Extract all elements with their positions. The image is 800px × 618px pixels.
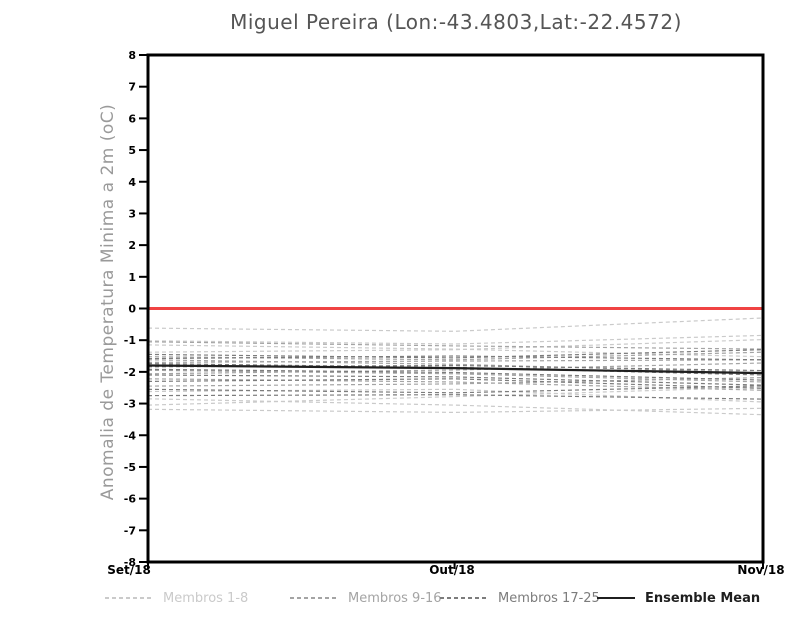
y-tick-label: 6 (128, 112, 136, 125)
x-tick-label-out18: Out/18 (429, 563, 475, 577)
legend-item-membros-1-8: Membros 1-8 (105, 589, 248, 607)
ensemble-mean-line (147, 364, 764, 375)
y-tick-label: 2 (128, 239, 136, 252)
y-axis-title: Anomalia de Temperatura Minima a 2m (oC) (98, 103, 118, 501)
y-tick-label: -1 (124, 334, 136, 347)
ensemble-member-line (147, 349, 764, 359)
ensemble-member-line (147, 334, 764, 345)
y-tick-label: -7 (124, 524, 136, 537)
ensemble-member-line (147, 359, 764, 363)
y-tick-label: 7 (128, 81, 136, 94)
dashed-line-sample (105, 597, 153, 599)
y-tick-label: -3 (124, 398, 136, 411)
legend-label: Ensemble Mean (645, 590, 761, 606)
y-tick-label: 3 (128, 207, 136, 220)
ensemble-member-line (147, 355, 764, 361)
ensemble-member-line (147, 341, 764, 350)
ensemble-member-line (147, 377, 764, 387)
ensemble-member-line (147, 351, 764, 361)
y-tick-label: -6 (124, 493, 137, 506)
ensemble-member-line (147, 362, 764, 375)
ensemble-member-line (147, 368, 764, 381)
legend-item-membros-17-25: Membros 17-25 (440, 589, 600, 607)
x-tick-label-set18: Set/18 (107, 563, 151, 577)
ensemble-member-line (147, 359, 764, 374)
ensemble-member-line (147, 364, 764, 372)
ensemble-member-line (147, 339, 764, 353)
ensemble-member-line (147, 317, 764, 332)
legend-label: Membros 1-8 (163, 590, 249, 606)
y-tick-label: -2 (124, 366, 136, 379)
y-tick-label: 8 (128, 49, 136, 62)
ensemble-member-line (147, 374, 764, 386)
y-tick-label: -5 (124, 461, 136, 474)
ensemble-member-line (147, 386, 764, 406)
solid-line-sample (597, 597, 635, 599)
plot-frame (146, 53, 765, 564)
y-tick-label: -4 (124, 429, 137, 442)
ensemble-member-line (147, 385, 764, 394)
y-tick-label: 4 (128, 176, 136, 189)
legend-item-membros-9-16: Membros 9-16 (290, 589, 442, 607)
x-tick-label-nov18: Nov/18 (737, 563, 785, 577)
legend-label: Membros 17-25 (498, 590, 600, 606)
chart-title: Miguel Pereira (Lon:-43.4803,Lat:-22.457… (230, 10, 682, 34)
y-tick-label: -8 (124, 556, 136, 569)
y-tick-label: 0 (128, 303, 136, 316)
y-tick-label: 1 (128, 271, 136, 284)
legend-item-ensemble-mean: Ensemble Mean (597, 589, 760, 607)
legend: Membros 1-8 Membros 9-16 Membros 17-25 E… (0, 589, 800, 611)
ensemble-member-line (147, 407, 764, 414)
ensemble-member-line (147, 378, 764, 389)
y-tick-label: 5 (128, 144, 136, 157)
ensemble-member-line (147, 398, 764, 416)
legend-label: Membros 9-16 (348, 590, 442, 606)
dashed-line-sample (440, 597, 488, 599)
ensemble-member-line (147, 394, 764, 400)
dashed-line-sample (290, 597, 338, 599)
